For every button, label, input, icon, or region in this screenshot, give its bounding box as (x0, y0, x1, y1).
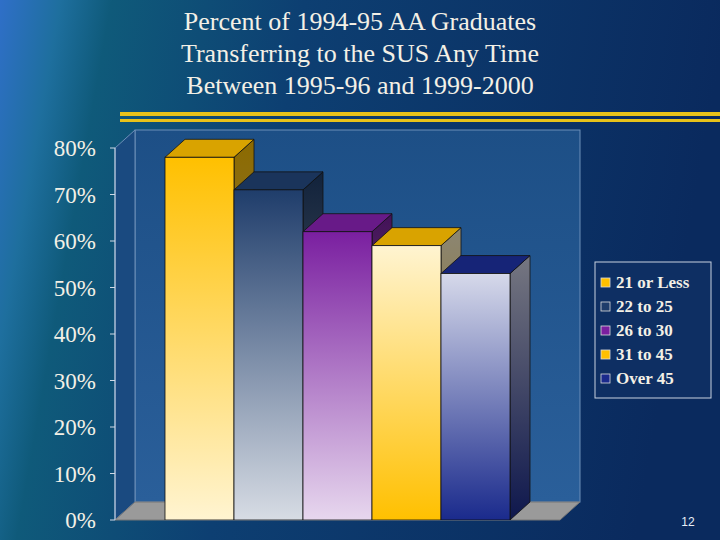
bar (372, 246, 441, 520)
title-line: Between 1995-96 and 1999-2000 (0, 70, 720, 102)
title-rule (120, 119, 720, 122)
y-tick (110, 287, 115, 288)
y-tick (110, 380, 115, 381)
bar (234, 190, 303, 520)
legend-swatch (601, 326, 610, 335)
y-tick (110, 427, 115, 428)
bar (303, 232, 372, 520)
legend-swatch (601, 302, 610, 311)
bar-top (165, 139, 254, 157)
legend-label: 21 or Less (616, 273, 690, 292)
y-tick-label: 10% (54, 462, 96, 487)
title-line: Transferring to the SUS Any Time (0, 38, 720, 70)
legend (595, 262, 711, 398)
legend-swatch (601, 350, 610, 359)
legend-swatch (601, 278, 610, 287)
y-tick-label: 0% (65, 508, 96, 533)
bar (441, 274, 510, 520)
y-tick-label: 30% (54, 369, 96, 394)
legend-label: Over 45 (616, 369, 674, 388)
y-tick (110, 194, 115, 195)
y-tick-label: 40% (54, 322, 96, 347)
bar-top (372, 228, 461, 246)
y-tick (110, 334, 115, 335)
chart: 0% 10% 20% 30% 40% 50% 60% 70% 80% 21 or Less 22 t… (0, 0, 720, 540)
bar-top (441, 256, 530, 274)
legend-label: 22 to 25 (616, 297, 673, 316)
legend-label: 26 to 30 (616, 321, 673, 340)
bar-top (234, 172, 323, 190)
title-rule (120, 112, 720, 116)
y-tick-label: 80% (54, 136, 96, 161)
legend-label: 31 to 45 (616, 345, 673, 364)
title: Percent of 1994-95 AA GraduatesTransferr… (0, 6, 720, 102)
y-tick-label: 70% (54, 183, 96, 208)
bar (165, 157, 234, 520)
y-tick (110, 473, 115, 474)
y-tick-label: 60% (54, 229, 96, 254)
y-tick-label: 50% (54, 276, 96, 301)
legend-swatch (601, 374, 610, 383)
y-tick (110, 520, 115, 521)
bars (165, 139, 530, 520)
y-tick (110, 241, 115, 242)
bar-side (510, 256, 530, 520)
page-number: 12 (681, 515, 695, 529)
y-tick (110, 148, 115, 149)
y-tick-label: 20% (54, 415, 96, 440)
side-wall (115, 130, 135, 520)
bar-top (303, 214, 392, 232)
title-line: Percent of 1994-95 AA Graduates (0, 6, 720, 38)
